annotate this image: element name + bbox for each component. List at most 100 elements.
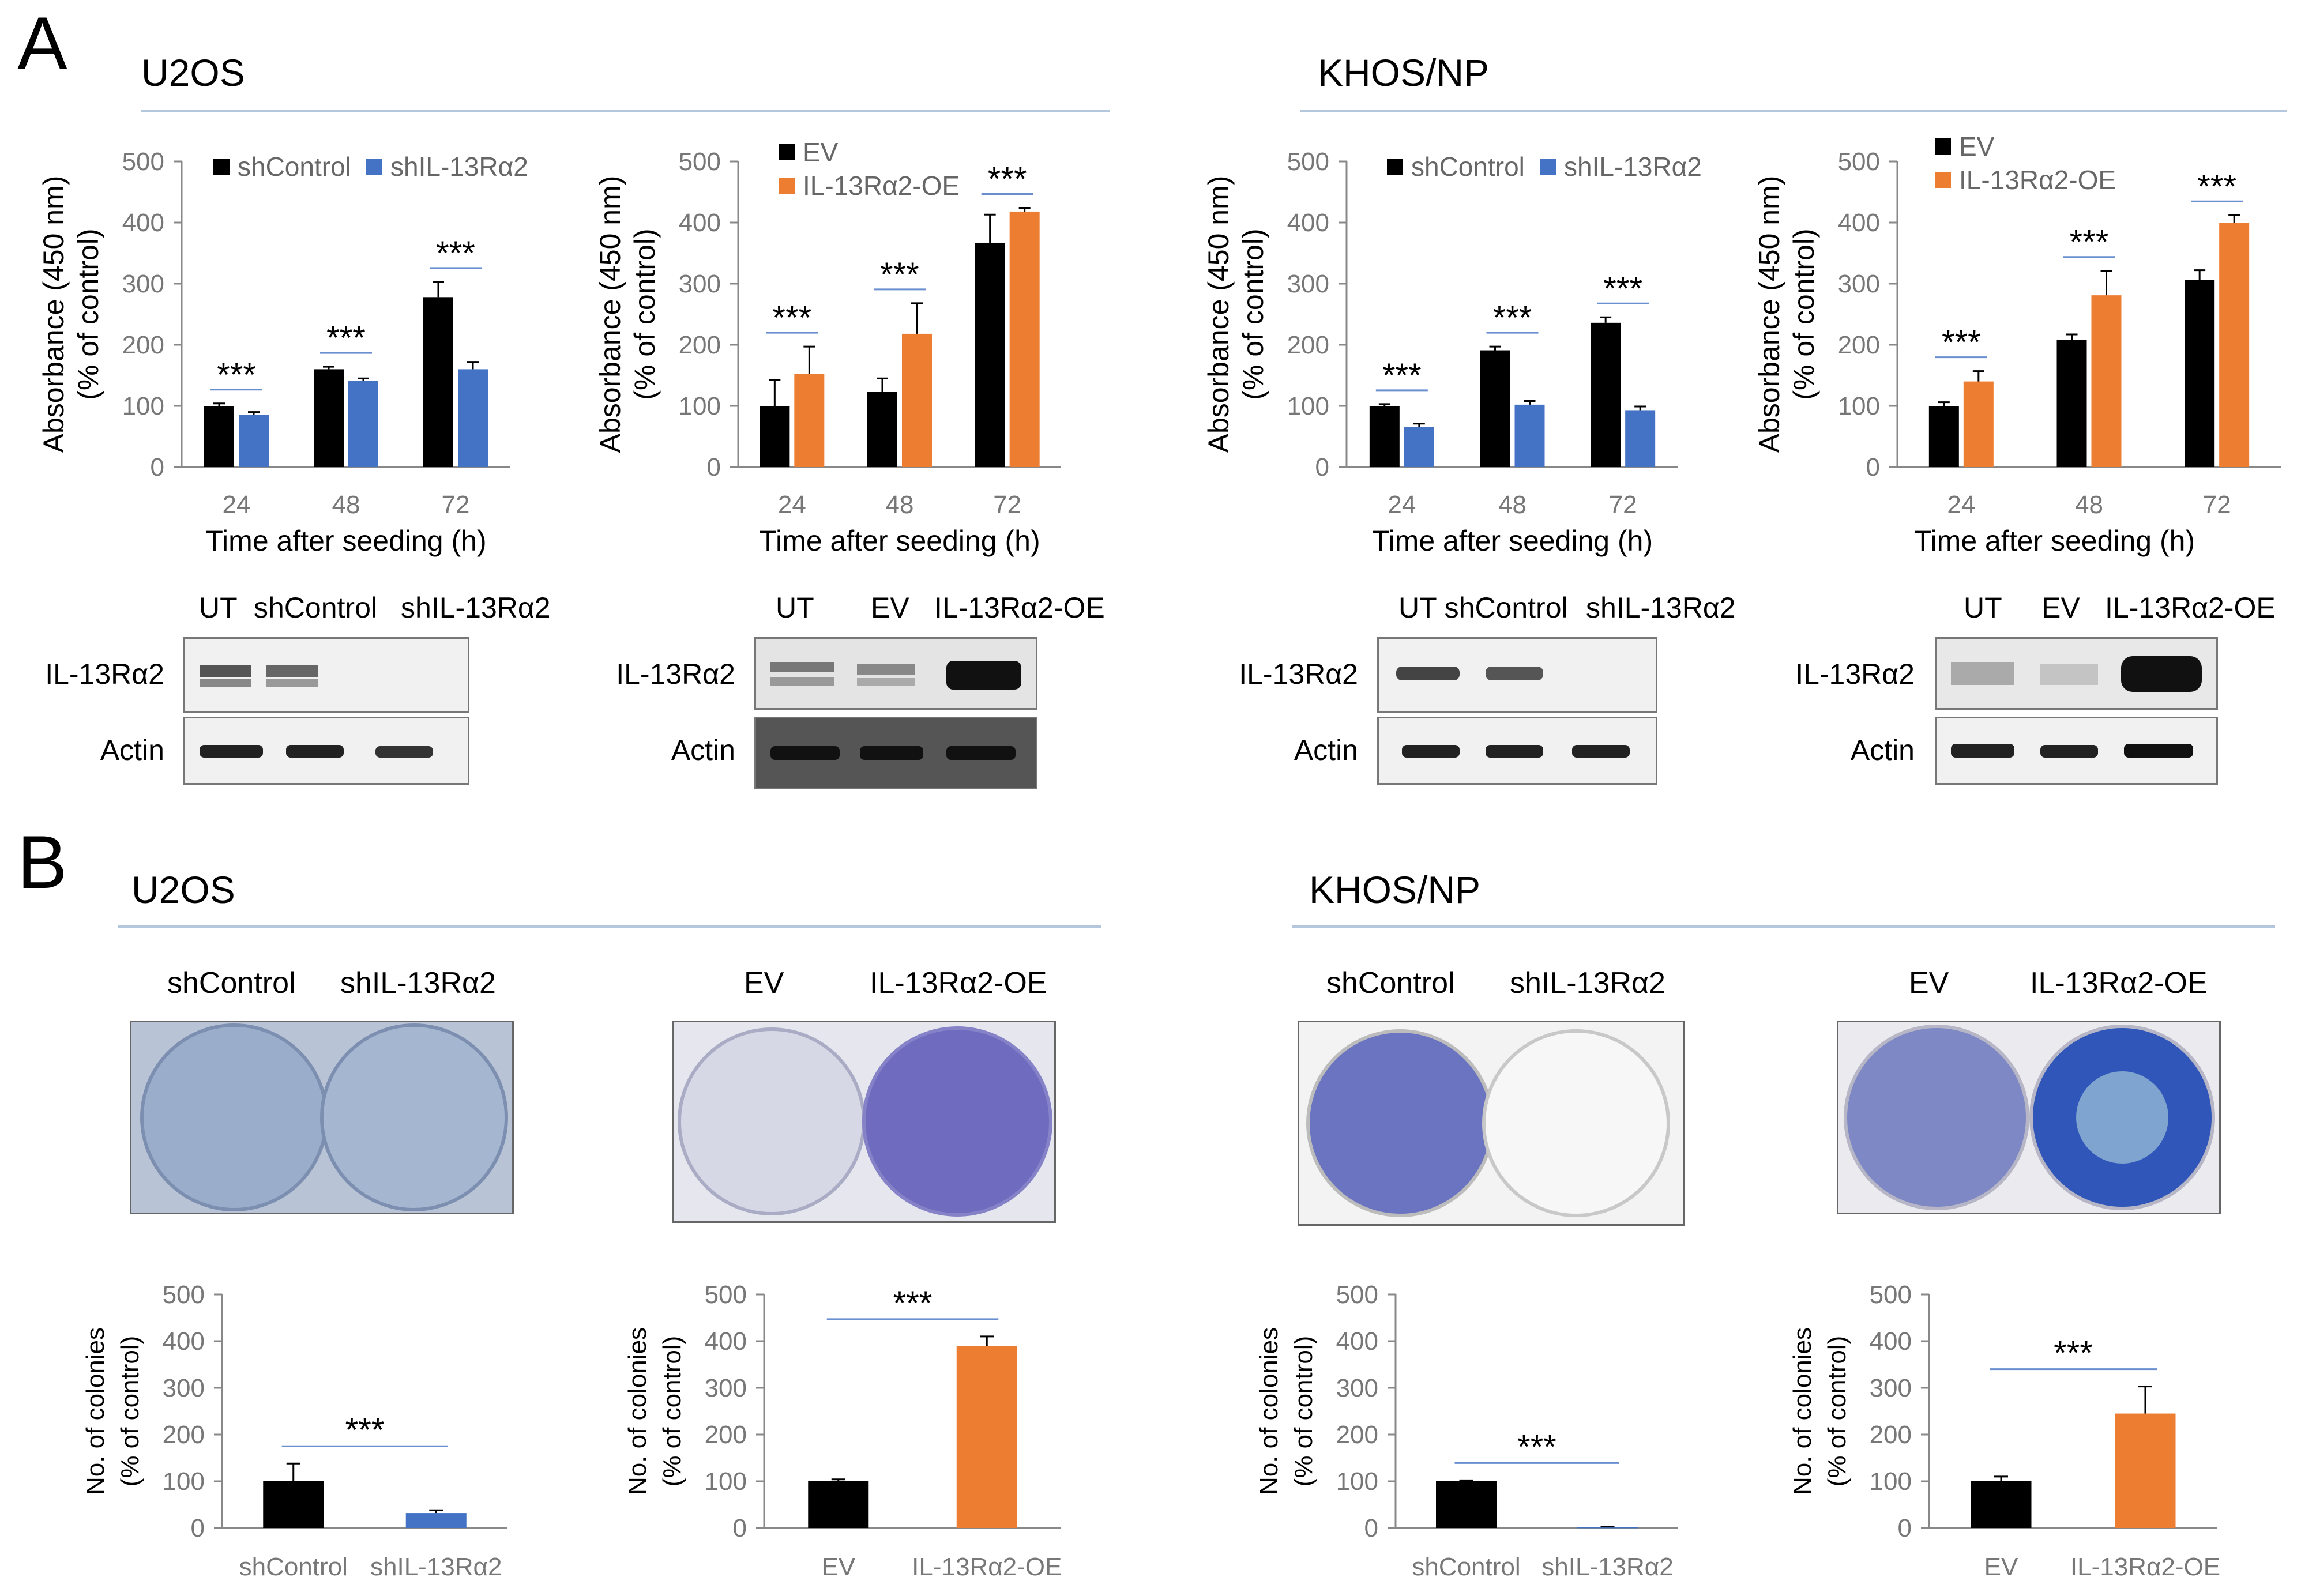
lane-label: IL-13Rα2-OE: [2105, 592, 2276, 624]
sig-label: ***: [988, 161, 1027, 198]
bar: [1625, 410, 1656, 467]
bar: [1971, 1481, 2032, 1528]
bar: [263, 1481, 324, 1528]
y-tick-label: 400: [679, 209, 721, 237]
sig-label: ***: [2197, 168, 2236, 205]
legend-label: shControl: [1411, 152, 1525, 182]
y-axis-title: Absorbance (450 nm): [37, 176, 70, 453]
x-axis-title: Time after seeding (h): [1914, 525, 2195, 557]
lane-label: UT: [199, 592, 238, 624]
proliferation-chart-u2os-kd: 0 100 200 300 400 500 Absorbance (450 nm) (% of…: [37, 148, 528, 557]
sig-label: ***: [893, 1285, 933, 1322]
y-tick-label: 400: [1870, 1327, 1912, 1356]
proliferation-chart-khos-oe: 0 100 200 300 400 500 Absorbance (450 nm) (% of…: [1753, 131, 2281, 557]
y-axis-title: Absorbance (450 nm): [594, 176, 626, 453]
y-axis-subtitle: (% of control): [1788, 228, 1820, 400]
sig-label: ***: [1493, 299, 1532, 337]
x-axis-title: Time after seeding (h): [1372, 525, 1653, 557]
plate-label: shControl: [1326, 966, 1455, 1000]
y-tick-label: 300: [705, 1374, 747, 1402]
x-tick-label: EV: [821, 1553, 855, 1581]
y-tick-label: 100: [1838, 392, 1880, 420]
panel-letter-a: A: [17, 1, 67, 85]
y-tick-label: 400: [1336, 1327, 1378, 1356]
bar: [1009, 211, 1040, 467]
lane-label: EV: [871, 592, 909, 624]
y-tick-label: 400: [1838, 209, 1880, 237]
lane-label: UT: [1964, 592, 2002, 624]
y-axis-title: No. of colonies: [623, 1327, 652, 1495]
y-tick-label: 500: [163, 1281, 205, 1309]
sig-label: ***: [326, 319, 366, 357]
y-axis-subtitle: (% of control): [629, 228, 661, 400]
bar: [1369, 406, 1400, 467]
y-tick-label: 300: [679, 270, 721, 298]
y-tick-label: 400: [163, 1327, 205, 1356]
y-tick-label: 0: [1866, 453, 1880, 481]
y-axis-subtitle: (% of control): [1823, 1336, 1851, 1487]
sig-label: ***: [2054, 1335, 2093, 1372]
sig-label: ***: [880, 256, 919, 293]
x-tick-label: shIL-13Rα2: [370, 1553, 502, 1581]
legend-label: shControl: [238, 152, 351, 182]
cell-title-khos-b: KHOS/NP: [1309, 868, 1481, 911]
legend-swatch: [779, 178, 795, 194]
bar: [1480, 350, 1510, 467]
y-tick-label: 200: [1870, 1421, 1912, 1449]
plate-photo: [672, 1021, 1056, 1223]
blot-image: [754, 637, 1037, 710]
y-axis-title: Absorbance (450 nm): [1202, 176, 1235, 453]
y-tick-label: 300: [1838, 270, 1880, 298]
x-tick-label: IL-13Rα2-OE: [2070, 1553, 2220, 1581]
x-tick-label: 72: [993, 491, 1021, 519]
lane-label: shIL-13Rα2: [1586, 592, 1736, 624]
x-tick-label: shIL-13Rα2: [1541, 1553, 1673, 1581]
bar: [1577, 1527, 1638, 1529]
blot-row-label: IL-13Rα2: [1239, 658, 1358, 690]
x-tick-label: 72: [2203, 491, 2231, 519]
y-axis-title: Absorbance (450 nm): [1753, 176, 1785, 453]
plate-label: EV: [1909, 966, 1949, 1000]
sig-label: ***: [217, 356, 256, 394]
x-tick-label: 48: [886, 491, 914, 519]
plate-photo: [130, 1021, 514, 1214]
y-tick-label: 100: [705, 1467, 747, 1496]
y-tick-label: 200: [1838, 331, 1880, 359]
blot-image: [183, 637, 469, 713]
blot-image: [1377, 637, 1657, 713]
plate-label: shIL-13Rα2: [340, 966, 496, 1000]
legend-swatch: [366, 159, 382, 175]
y-tick-label: 0: [733, 1514, 747, 1542]
legend-label: EV: [803, 137, 839, 167]
y-tick-label: 200: [705, 1421, 747, 1449]
bar: [2219, 223, 2250, 467]
bar: [902, 333, 932, 467]
bar: [2056, 340, 2087, 467]
y-tick-label: 300: [1287, 270, 1329, 298]
legend-swatch: [1387, 159, 1403, 175]
bar: [423, 297, 453, 467]
y-tick-label: 200: [1287, 331, 1329, 359]
x-tick-label: 72: [1609, 491, 1637, 519]
y-axis-title: No. of colonies: [81, 1327, 110, 1495]
legend-swatch: [1935, 138, 1951, 155]
x-tick-label: shControl: [1412, 1553, 1520, 1581]
cell-title-khos-a: KHOS/NP: [1318, 51, 1490, 94]
legend-label: shIL-13Rα2: [390, 152, 528, 182]
sig-label: ***: [772, 299, 811, 337]
blot-row-label: IL-13Rα2: [1795, 658, 1915, 690]
bar: [808, 1481, 869, 1528]
blot-image: [1935, 637, 2218, 710]
legend-label: shIL-13Rα2: [1564, 152, 1702, 182]
bar: [314, 369, 344, 467]
legend-swatch: [213, 159, 230, 175]
x-tick-label: 24: [1947, 491, 1975, 519]
title-rule: [141, 110, 1110, 112]
bar: [1436, 1481, 1497, 1528]
y-tick-label: 500: [1287, 148, 1329, 176]
sig-label: ***: [1382, 357, 1422, 394]
bar: [204, 406, 234, 467]
y-tick-label: 300: [1870, 1374, 1912, 1402]
